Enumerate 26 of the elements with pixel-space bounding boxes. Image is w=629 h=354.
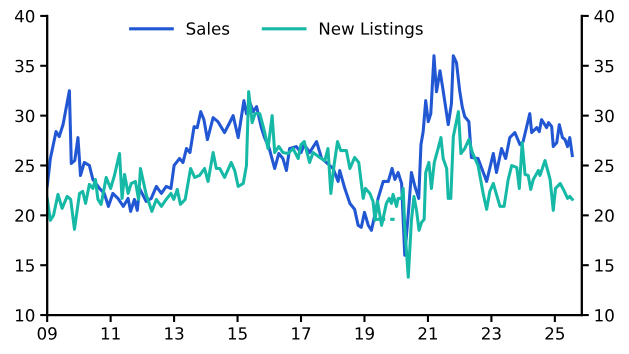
y2-tick-label: 30 (594, 110, 614, 122)
y-tick-label: 20 (15, 209, 34, 222)
y-tick-label: 10 (16, 309, 34, 322)
x-tick-label: 11 (102, 327, 120, 340)
y-tick-label: 30 (15, 110, 34, 122)
y-tick-label: 40 (14, 10, 34, 22)
y2-tick-label: 25 (594, 159, 614, 172)
x-tick-label: 21 (418, 327, 437, 340)
x-tick-label: 15 (228, 327, 247, 340)
x-tick-label: 25 (545, 327, 564, 340)
x-tick-label: 17 (292, 327, 310, 340)
y-tick-label: 25 (15, 159, 34, 172)
x-tick-label: 23 (482, 327, 501, 340)
y-tick-label: 35 (15, 60, 34, 72)
y2-tick-label: 15 (595, 259, 614, 272)
x-tick-label: 13 (165, 327, 184, 340)
line-series (47, 90, 574, 279)
x-tick-label: 09 (38, 327, 57, 340)
legend-label: Sales (186, 22, 230, 35)
y-tick-label: 15 (16, 259, 34, 272)
y2-tick-label: 35 (594, 60, 614, 72)
legend-label: New Listings (320, 22, 423, 38)
y2-tick-label: 20 (594, 209, 614, 222)
y2-tick-label: 10 (595, 309, 614, 322)
y2-tick-label: 40 (594, 10, 614, 22)
x-tick-label: 19 (356, 327, 374, 340)
